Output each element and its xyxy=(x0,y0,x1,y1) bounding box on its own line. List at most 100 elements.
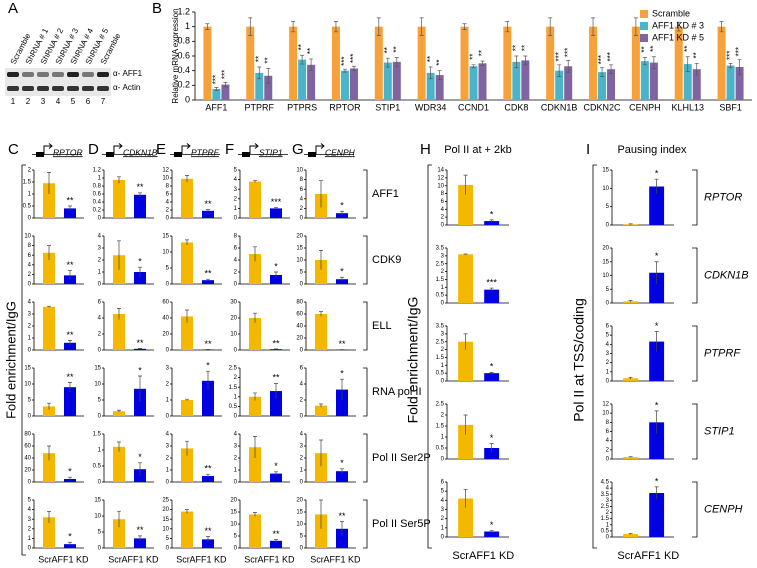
x-tick-label: PTPRS xyxy=(287,102,317,112)
target-label: Pol II Ser5P xyxy=(372,518,431,530)
panel-letter: A xyxy=(8,0,18,17)
y-tick-label: 12 xyxy=(437,175,444,181)
blot-band xyxy=(67,72,79,77)
bar xyxy=(43,183,55,218)
significance: ** xyxy=(469,54,478,60)
bar xyxy=(623,378,639,381)
y-tick-label: 1 xyxy=(98,448,102,454)
significance: * xyxy=(490,362,494,372)
significance: * xyxy=(274,261,278,271)
y-tick-label: 1.5 xyxy=(436,424,445,430)
bar xyxy=(484,448,500,459)
x-tick-label: AFF1 KD xyxy=(51,554,89,564)
x-tick-label: Scr xyxy=(108,554,122,564)
error-bar xyxy=(117,240,121,270)
y-tick-label: 0 xyxy=(234,546,238,552)
significance: * xyxy=(490,433,494,443)
y-tick-label: 12 xyxy=(602,402,609,408)
y-tick-label: 2 xyxy=(98,332,102,338)
error-bar xyxy=(185,440,189,456)
y-tick-label: 0 xyxy=(300,480,304,486)
y-tick-label: 4 xyxy=(606,438,610,444)
y-tick-label: 2 xyxy=(166,208,170,214)
panel-letter: E xyxy=(156,141,166,158)
error-bar xyxy=(205,23,210,30)
panel-title: Pol II at + 2kb xyxy=(444,144,512,156)
bar xyxy=(298,59,307,100)
row-bracket xyxy=(692,247,698,304)
y-tick-label: 2 xyxy=(441,413,445,419)
significance: ** xyxy=(426,56,435,62)
lane-number: 5 xyxy=(71,97,76,106)
significance: ** xyxy=(338,339,346,349)
y-tick-label: 1 xyxy=(28,192,32,198)
y-tick-label: 3.5 xyxy=(436,324,445,330)
error-bar xyxy=(117,176,121,184)
y-tick-label: 0 xyxy=(441,535,445,541)
y-tick-label: 0.8 xyxy=(177,36,190,46)
error-bar xyxy=(253,246,257,262)
y-axis-label: Pol II at TSS/coding xyxy=(571,298,587,421)
y-tick-label: 2.5 xyxy=(436,339,445,345)
y-tick-label: 0 xyxy=(441,457,445,463)
error-bar xyxy=(463,174,468,195)
significance: ** xyxy=(204,199,212,209)
row-bracket xyxy=(363,499,368,549)
y-tick-label: 0 xyxy=(234,282,238,288)
significance: ** xyxy=(520,45,529,51)
y-tick-label: 0 xyxy=(28,546,32,552)
y-tick-label: 3 xyxy=(234,444,238,450)
y-tick-label: 2 xyxy=(234,196,238,202)
bar xyxy=(458,184,474,225)
error-bar xyxy=(557,64,562,77)
error-bar xyxy=(566,60,571,73)
y-tick-label: 1 xyxy=(98,270,102,276)
significance: *** xyxy=(212,75,221,84)
y-tick-label: 3 xyxy=(234,187,238,193)
bar xyxy=(460,26,469,101)
error-bar xyxy=(628,300,633,303)
bar xyxy=(203,26,212,101)
error-bar xyxy=(274,539,278,542)
target-label: ELL xyxy=(372,320,392,332)
error-bar xyxy=(185,239,189,245)
y-tick-label: 2 xyxy=(234,456,238,462)
y-tick-label: 4 xyxy=(28,262,32,268)
bar xyxy=(43,517,55,548)
panel-letter: H xyxy=(420,141,431,158)
bar xyxy=(289,26,298,101)
error-bar xyxy=(47,511,51,524)
y-tick-label: 0 xyxy=(166,480,170,486)
error-bar xyxy=(676,21,681,32)
bar xyxy=(374,26,383,101)
y-tick-label: 10 xyxy=(24,382,31,388)
y-tick-label: 10 xyxy=(162,526,169,532)
y-tick-label: 6 xyxy=(441,480,445,486)
y-tick-label: 0.5 xyxy=(436,293,445,299)
bar xyxy=(315,260,327,284)
bar xyxy=(249,514,261,548)
panel-letter: G xyxy=(292,141,304,158)
significance: * xyxy=(655,476,659,486)
significance: ** xyxy=(297,44,306,50)
significance: * xyxy=(490,520,494,530)
error-bar xyxy=(68,382,72,392)
error-bar xyxy=(600,67,605,77)
bar xyxy=(202,210,214,218)
gene-label: CDKN1B xyxy=(123,147,158,157)
y-tick-label: 0 xyxy=(166,282,170,288)
significance: ** xyxy=(204,339,212,349)
row-bracket xyxy=(363,301,368,351)
y-tick-label: 4 xyxy=(166,432,170,438)
y-tick-label: 0.5 xyxy=(93,464,102,470)
y-tick-label: 12 xyxy=(162,168,169,174)
error-bar xyxy=(248,17,253,36)
y-tick-label: 2 xyxy=(234,375,238,381)
row-bracket xyxy=(363,169,368,219)
bar xyxy=(484,373,500,381)
y-tick-label: 3 xyxy=(441,507,445,513)
error-bar xyxy=(117,409,121,413)
bar xyxy=(589,26,598,101)
y-tick-label: 0 xyxy=(98,282,102,288)
blot-band xyxy=(37,72,49,77)
